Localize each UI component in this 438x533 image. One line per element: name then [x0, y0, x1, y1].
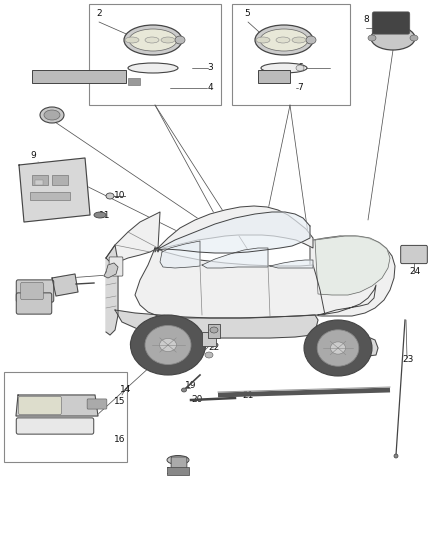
FancyBboxPatch shape: [87, 399, 107, 409]
Ellipse shape: [368, 35, 376, 41]
Ellipse shape: [260, 29, 308, 51]
Ellipse shape: [292, 37, 306, 43]
Polygon shape: [115, 310, 318, 338]
Text: 22: 22: [208, 343, 219, 352]
Text: 5: 5: [244, 10, 250, 19]
Ellipse shape: [167, 456, 189, 464]
Ellipse shape: [181, 388, 187, 392]
Polygon shape: [270, 260, 313, 268]
FancyBboxPatch shape: [401, 245, 427, 264]
Text: 13: 13: [22, 301, 34, 310]
Text: 12: 12: [62, 286, 74, 295]
Polygon shape: [155, 206, 313, 252]
Polygon shape: [202, 248, 268, 268]
FancyBboxPatch shape: [372, 12, 410, 34]
Ellipse shape: [276, 37, 290, 43]
Text: 9: 9: [30, 150, 36, 159]
Text: 11: 11: [99, 211, 111, 220]
Polygon shape: [19, 158, 90, 222]
Bar: [30, 192, 70, 200]
Text: 2: 2: [96, 10, 102, 19]
Bar: [167, 467, 189, 475]
Bar: [4, 372, 127, 462]
Text: 19: 19: [185, 381, 197, 390]
FancyBboxPatch shape: [21, 282, 43, 300]
Bar: [202, 332, 216, 346]
Text: 14: 14: [120, 385, 132, 394]
Polygon shape: [310, 236, 395, 316]
Ellipse shape: [161, 37, 175, 43]
Text: 4: 4: [207, 84, 213, 93]
Bar: [89, 4, 221, 105]
Ellipse shape: [44, 110, 60, 120]
Ellipse shape: [159, 338, 177, 352]
FancyBboxPatch shape: [16, 418, 94, 434]
FancyBboxPatch shape: [16, 293, 52, 314]
Polygon shape: [104, 263, 118, 278]
Ellipse shape: [125, 37, 139, 43]
Polygon shape: [16, 395, 98, 416]
Ellipse shape: [145, 326, 191, 365]
Polygon shape: [315, 236, 390, 295]
Polygon shape: [106, 245, 118, 335]
Text: 8: 8: [363, 15, 369, 25]
Ellipse shape: [306, 36, 316, 44]
Bar: [32, 70, 126, 83]
Polygon shape: [130, 326, 206, 345]
Bar: [128, 78, 140, 85]
Text: 17: 17: [166, 467, 178, 477]
Ellipse shape: [330, 342, 346, 354]
FancyBboxPatch shape: [109, 257, 123, 276]
Text: 23: 23: [403, 356, 413, 365]
Bar: [232, 4, 350, 105]
Ellipse shape: [255, 25, 313, 55]
Text: 16: 16: [114, 435, 126, 445]
Bar: [32, 175, 48, 185]
Ellipse shape: [94, 212, 106, 218]
Text: 24: 24: [410, 268, 420, 277]
Text: 7: 7: [297, 84, 303, 93]
Ellipse shape: [304, 320, 372, 376]
Ellipse shape: [129, 29, 177, 51]
Ellipse shape: [261, 63, 307, 73]
Ellipse shape: [256, 37, 270, 43]
Polygon shape: [318, 285, 376, 315]
Bar: [208, 324, 220, 338]
FancyBboxPatch shape: [19, 397, 61, 415]
Bar: [35, 180, 43, 185]
Ellipse shape: [175, 36, 185, 44]
Polygon shape: [160, 241, 200, 268]
Ellipse shape: [317, 330, 359, 366]
Text: 21: 21: [242, 391, 254, 400]
Ellipse shape: [145, 37, 159, 43]
Polygon shape: [52, 274, 78, 296]
Text: 18: 18: [193, 351, 205, 359]
Ellipse shape: [410, 35, 418, 41]
Ellipse shape: [210, 327, 218, 333]
Ellipse shape: [40, 107, 64, 123]
Polygon shape: [135, 248, 325, 318]
Ellipse shape: [124, 25, 182, 55]
Ellipse shape: [205, 352, 213, 358]
Polygon shape: [157, 212, 310, 253]
Text: 1: 1: [49, 110, 55, 119]
Polygon shape: [106, 212, 160, 262]
Ellipse shape: [128, 63, 178, 73]
Text: 3: 3: [207, 63, 213, 72]
Text: 6: 6: [297, 63, 303, 72]
Bar: [258, 70, 290, 83]
Text: 15: 15: [114, 398, 126, 407]
Ellipse shape: [296, 65, 304, 71]
Ellipse shape: [371, 26, 415, 50]
Ellipse shape: [106, 193, 114, 199]
Text: 20: 20: [191, 395, 203, 405]
Polygon shape: [318, 336, 378, 356]
FancyBboxPatch shape: [171, 457, 187, 471]
Ellipse shape: [394, 454, 398, 458]
Text: 10: 10: [114, 190, 126, 199]
Bar: [52, 175, 68, 185]
Ellipse shape: [131, 315, 205, 375]
FancyBboxPatch shape: [16, 280, 54, 302]
